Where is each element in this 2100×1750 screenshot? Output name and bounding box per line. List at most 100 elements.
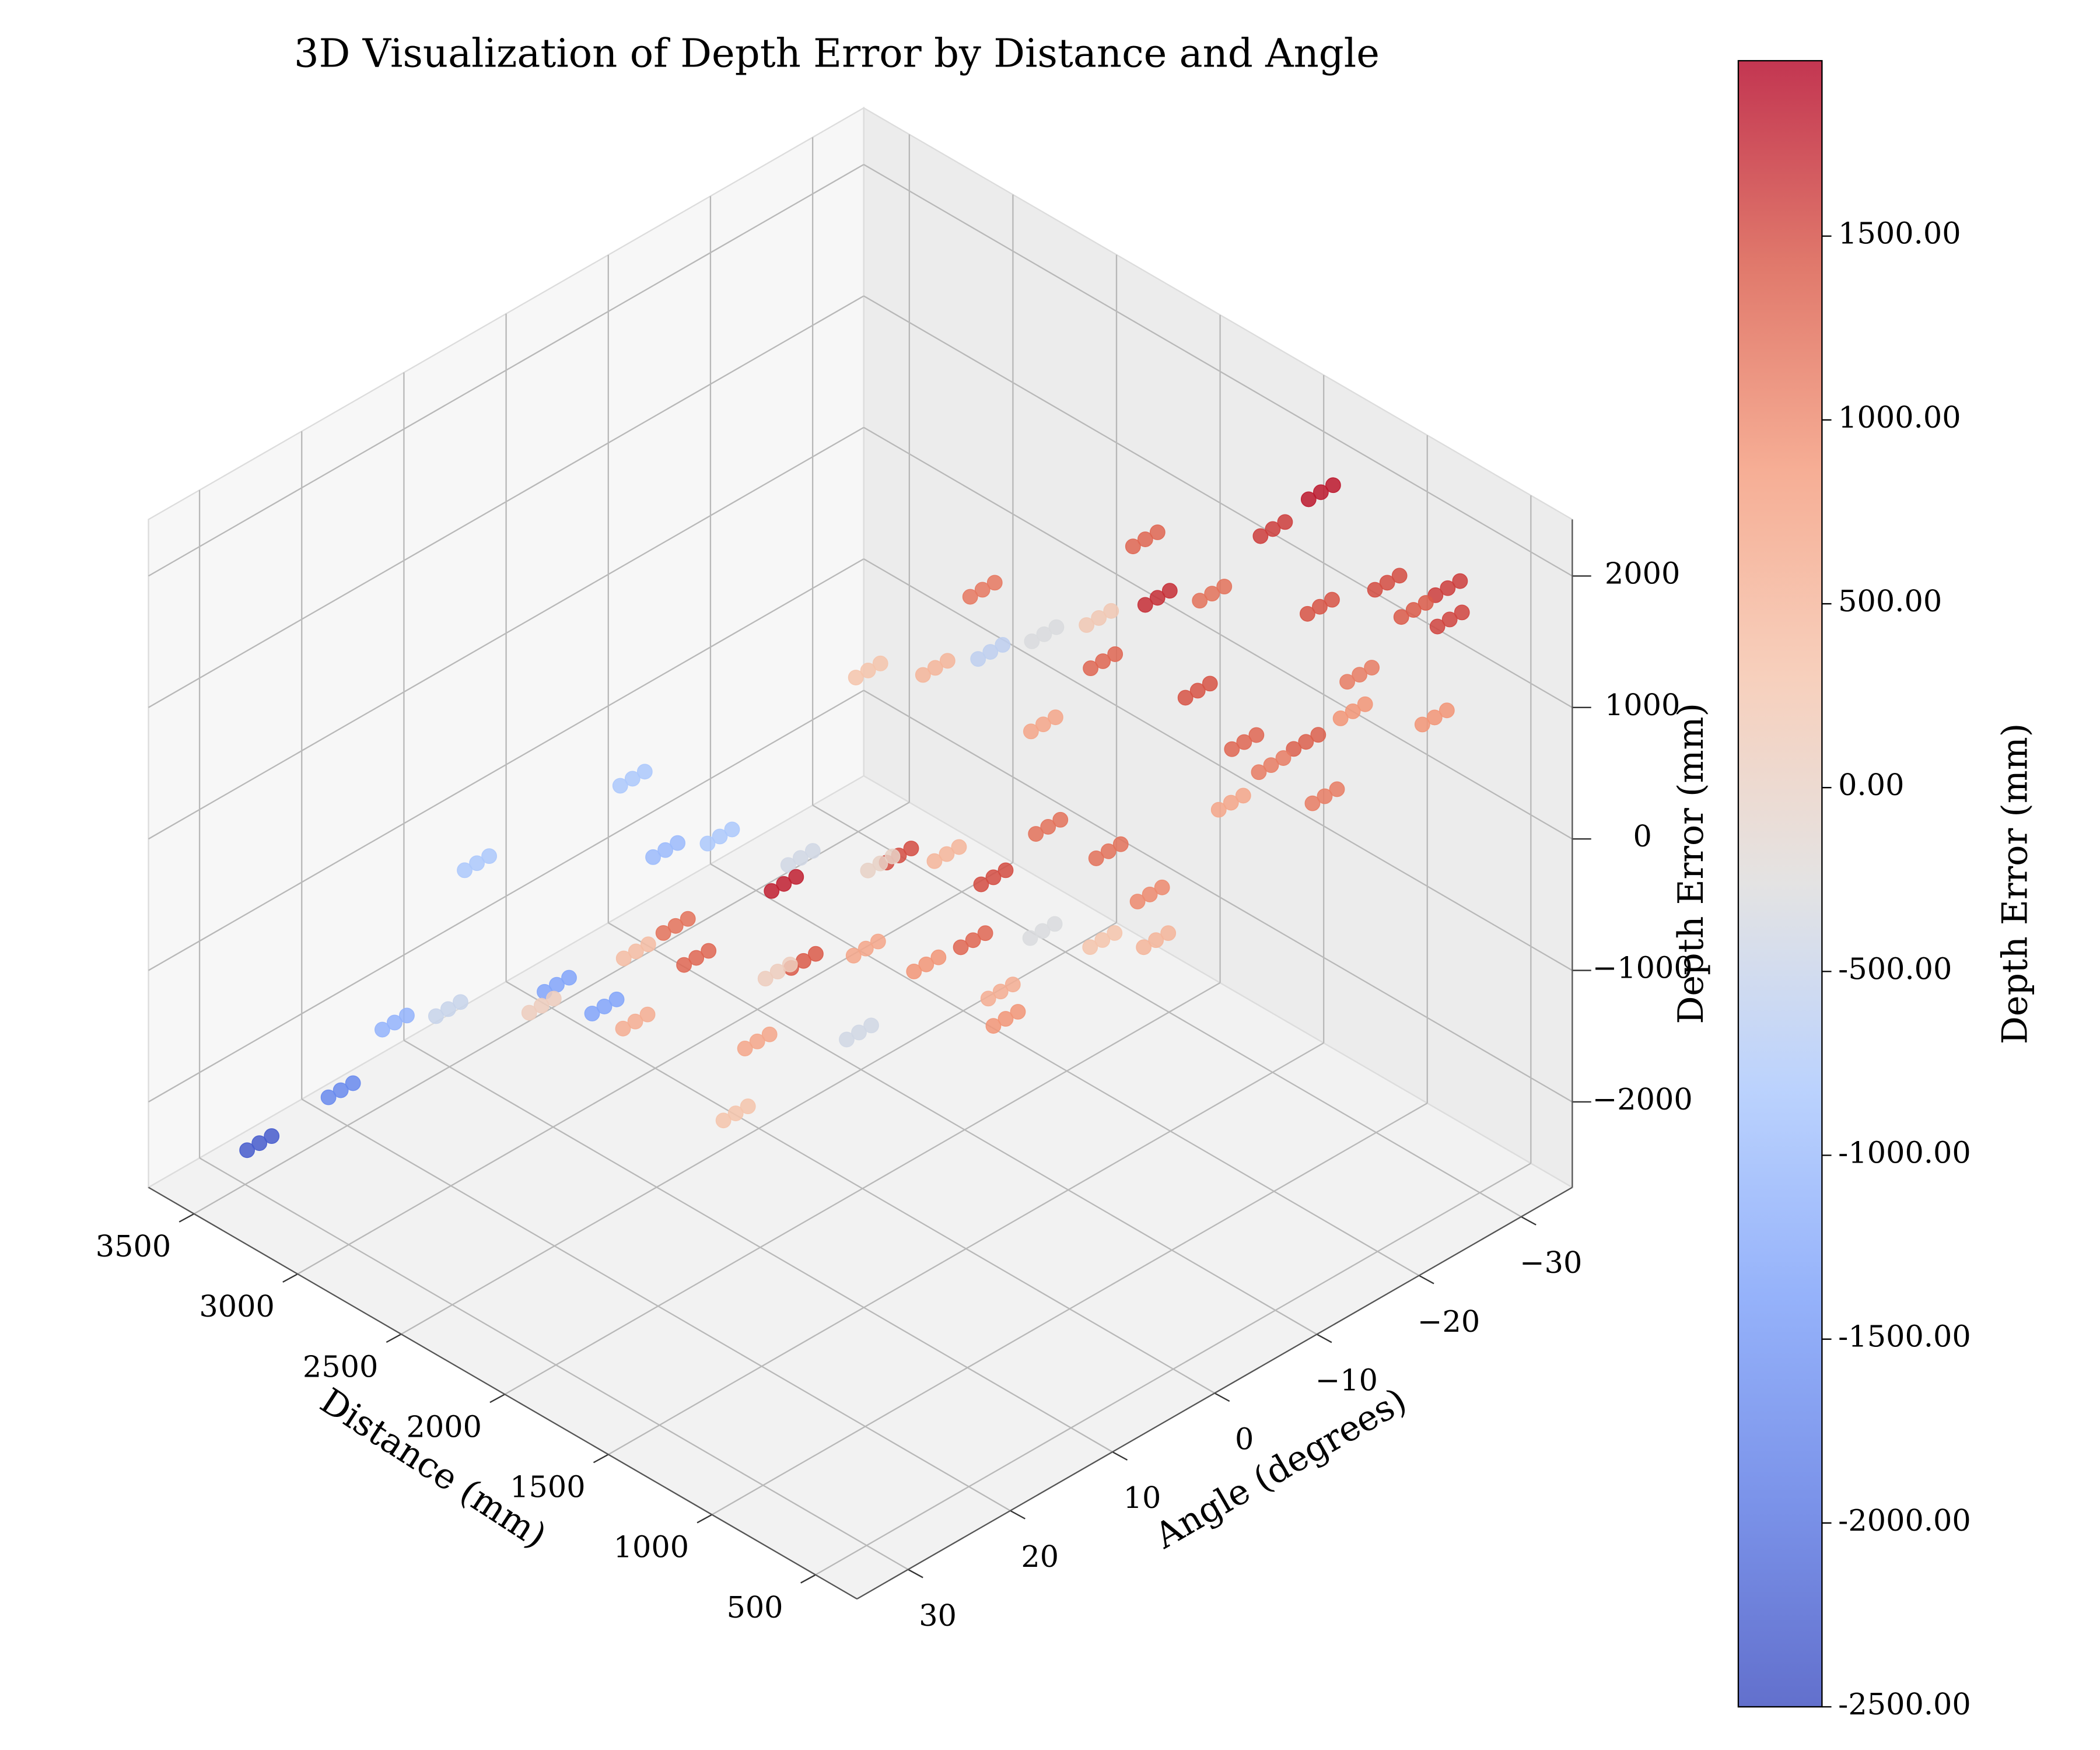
data-point bbox=[469, 855, 485, 872]
data-point bbox=[596, 998, 612, 1014]
data-point bbox=[1177, 690, 1194, 706]
data-point bbox=[1418, 595, 1434, 611]
data-point bbox=[1329, 781, 1345, 797]
data-point bbox=[1010, 1004, 1026, 1020]
data-point bbox=[561, 970, 577, 986]
data-point bbox=[457, 862, 473, 878]
data-point bbox=[1210, 802, 1227, 818]
data-point bbox=[1223, 794, 1239, 811]
data-point bbox=[533, 998, 550, 1014]
data-point bbox=[1440, 580, 1456, 596]
grid-line bbox=[506, 981, 1215, 1394]
data-point bbox=[521, 1005, 537, 1021]
data-point bbox=[863, 1017, 879, 1034]
y-axis-line bbox=[856, 1186, 1573, 1600]
data-point bbox=[1391, 568, 1408, 584]
grid-line bbox=[199, 1157, 909, 1570]
data-point bbox=[1216, 579, 1233, 594]
data-point bbox=[1393, 609, 1409, 625]
data-point bbox=[1298, 734, 1314, 750]
x-tick bbox=[386, 1334, 402, 1343]
x-tick-label: 500 bbox=[726, 1591, 783, 1625]
data-point bbox=[1312, 598, 1328, 615]
data-point bbox=[428, 1008, 444, 1024]
data-point bbox=[387, 1014, 402, 1031]
x-tick bbox=[178, 1213, 195, 1223]
data-point bbox=[1149, 524, 1166, 540]
grid-line bbox=[608, 922, 1318, 1335]
data-point bbox=[1364, 660, 1380, 676]
data-point bbox=[1048, 619, 1065, 635]
grid-line bbox=[863, 163, 1573, 577]
data-point bbox=[584, 1006, 600, 1021]
data-point bbox=[345, 1075, 361, 1091]
data-point bbox=[615, 950, 632, 967]
data-point bbox=[1107, 646, 1124, 662]
y-tick bbox=[1214, 1392, 1230, 1402]
data-point bbox=[1137, 531, 1153, 547]
data-point bbox=[1405, 602, 1422, 618]
y-tick bbox=[1521, 1216, 1536, 1226]
data-point bbox=[788, 869, 804, 885]
z-tick-label: 2000 bbox=[1605, 556, 1681, 591]
colorbar-tick-label: 0.00 bbox=[1838, 768, 1904, 803]
data-point bbox=[1300, 606, 1315, 622]
z-tick-label: −2000 bbox=[1592, 1083, 1693, 1117]
x-tick-label: 1000 bbox=[614, 1531, 690, 1565]
data-point bbox=[970, 651, 986, 667]
y-tick bbox=[1316, 1334, 1332, 1343]
colorbar-tick-label: 1000.00 bbox=[1838, 401, 1961, 435]
data-point bbox=[939, 653, 956, 669]
data-point bbox=[1441, 611, 1458, 628]
data-point bbox=[639, 1006, 656, 1023]
data-point bbox=[1079, 617, 1095, 633]
data-point bbox=[839, 1031, 855, 1048]
data-point bbox=[1160, 925, 1177, 942]
data-point bbox=[1023, 723, 1039, 740]
data-point bbox=[645, 849, 661, 865]
data-point bbox=[624, 771, 640, 787]
colorbar-tick-label: -2000.00 bbox=[1838, 1504, 1971, 1538]
data-point bbox=[545, 991, 562, 1007]
data-point bbox=[251, 1135, 268, 1152]
data-point bbox=[724, 821, 740, 838]
data-point bbox=[749, 1033, 765, 1049]
data-point bbox=[930, 949, 947, 965]
x-tick bbox=[282, 1273, 298, 1283]
data-point bbox=[1161, 583, 1178, 599]
data-point bbox=[1082, 939, 1098, 956]
data-point bbox=[615, 1020, 631, 1037]
data-point bbox=[1317, 788, 1333, 804]
colorbar-tick-label: -500.00 bbox=[1838, 952, 1952, 986]
data-point bbox=[1251, 764, 1267, 780]
colorbar bbox=[1737, 60, 1823, 1708]
x-tick-label: 2000 bbox=[407, 1410, 482, 1444]
data-point bbox=[1204, 586, 1220, 602]
data-point bbox=[1192, 593, 1208, 609]
y-tick-label: 30 bbox=[919, 1599, 957, 1633]
y-tick-label: −30 bbox=[1520, 1246, 1582, 1280]
grid-line bbox=[148, 690, 864, 1102]
data-point bbox=[320, 1089, 337, 1105]
grid-line bbox=[301, 1098, 1011, 1511]
data-point bbox=[1125, 538, 1141, 555]
data-point bbox=[986, 575, 1003, 591]
data-point bbox=[926, 853, 943, 869]
z-tick-label: 1000 bbox=[1605, 688, 1681, 723]
data-point bbox=[655, 925, 671, 941]
data-point bbox=[985, 1018, 1002, 1034]
data-point bbox=[1202, 676, 1218, 692]
data-point bbox=[1300, 491, 1317, 508]
x-tick bbox=[696, 1514, 713, 1524]
data-point bbox=[1028, 826, 1044, 842]
data-point bbox=[740, 1098, 756, 1115]
data-point bbox=[951, 839, 967, 855]
x-tick-label: 3500 bbox=[96, 1230, 172, 1264]
data-point bbox=[1324, 592, 1340, 608]
data-point bbox=[1103, 603, 1119, 619]
data-point bbox=[715, 1112, 732, 1129]
z-axis-label: Depth Error (mm) bbox=[1671, 703, 1712, 1024]
data-point bbox=[374, 1021, 390, 1038]
data-point bbox=[1352, 667, 1368, 683]
